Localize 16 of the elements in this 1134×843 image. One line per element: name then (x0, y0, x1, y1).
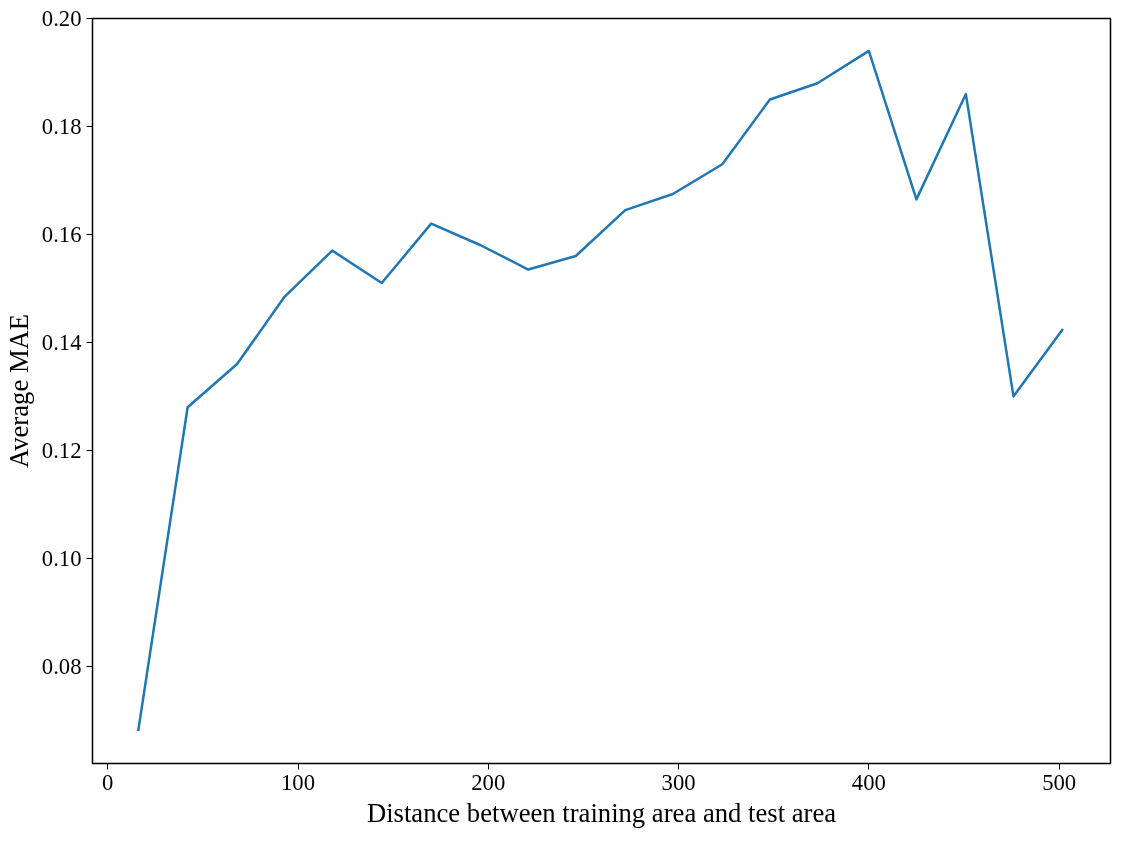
x-tick-label: 200 (471, 769, 506, 795)
y-tick-label: 0.14 (41, 329, 82, 355)
x-axis-title: Distance between training area and test area (366, 797, 837, 828)
y-tick-label: 0.12 (41, 437, 82, 463)
x-tick-label: 100 (281, 769, 315, 795)
line-series (136, 49, 1065, 733)
y-tick-label: 0.10 (41, 545, 82, 571)
y-tick-label: 0.08 (41, 653, 82, 679)
x-tick-label: 400 (851, 769, 886, 795)
x-tick-label: 300 (661, 769, 696, 795)
x-tick-label: 0 (102, 769, 114, 795)
y-tick-label: 0.16 (41, 221, 82, 247)
y-axis-title: Average MAE (3, 313, 34, 469)
x-tick-label: 500 (1042, 769, 1077, 795)
y-tick-label: 0.20 (41, 6, 82, 31)
y-tick-label: 0.18 (41, 113, 82, 139)
